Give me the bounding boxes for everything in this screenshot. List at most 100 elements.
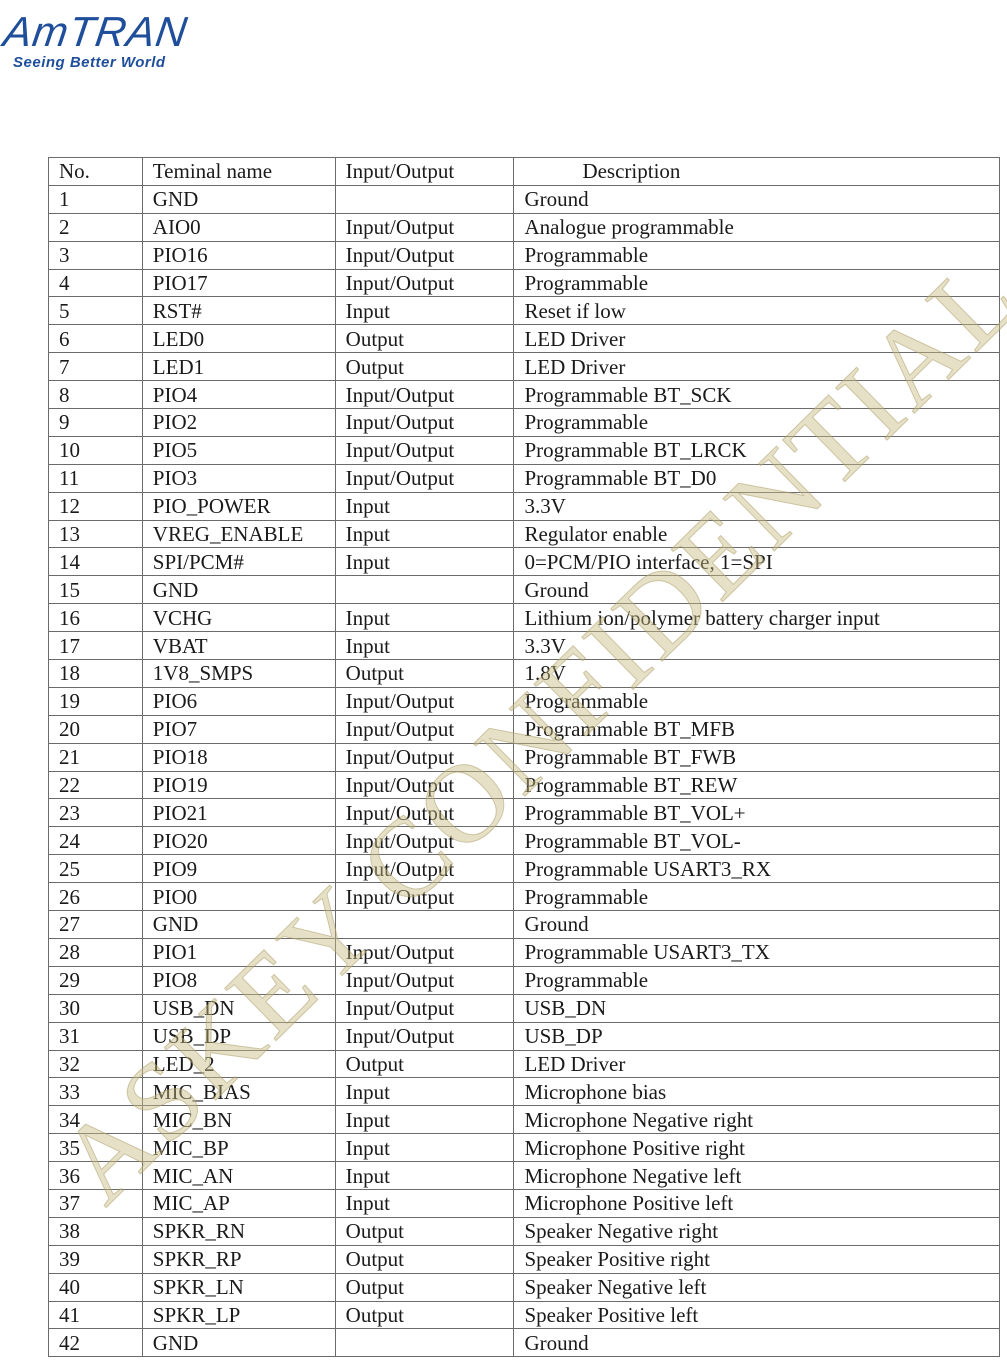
- cell-input-output: Input/Output: [334, 408, 515, 437]
- cell-input-output: Input/Output: [334, 882, 515, 912]
- table-row: 21 PIO18 Input/Output Programmable BT_FWB: [48, 742, 1000, 772]
- cell-no: 37: [48, 1188, 143, 1218]
- cell-terminal-name: MIC_AN: [141, 1161, 336, 1190]
- cell-description: Programmable: [513, 240, 1000, 270]
- cell-terminal-name: LED_2: [141, 1049, 336, 1079]
- cell-input-output: Input/Output: [334, 435, 515, 465]
- table-row: 16 VCHG Input Lithium ion/polymer battery c…: [48, 603, 1000, 633]
- cell-input-output: Input/Output: [334, 798, 515, 828]
- table-row: 40 SPKR_LN Output Speaker Negative left: [48, 1272, 1000, 1302]
- cell-input-output: Input/Output: [334, 686, 515, 716]
- cell-description: Programmable: [513, 965, 1000, 995]
- cell-input-output: Input/Output: [334, 714, 515, 744]
- cell-description: Programmable BT_VOL-: [513, 826, 1000, 856]
- table-row: 38 SPKR_RN Output Speaker Negative right: [48, 1216, 1000, 1246]
- cell-input-output: Output: [334, 1216, 515, 1246]
- table-row: 4 PIO17 Input/Output Programmable: [48, 268, 1000, 298]
- cell-description: Programmable BT_SCK: [513, 380, 1000, 410]
- cell-input-output: Input/Output: [334, 937, 515, 967]
- cell-no: 41: [48, 1300, 143, 1330]
- cell-input-output: Output: [334, 1272, 515, 1302]
- cell-input-output: Output: [334, 659, 515, 688]
- cell-terminal-name: VBAT: [141, 631, 336, 661]
- cell-no: 8: [48, 380, 143, 410]
- cell-input-output: Input/Output: [334, 1021, 515, 1051]
- cell-description: Regulator enable: [513, 519, 1000, 549]
- cell-input-output: [334, 575, 515, 605]
- table-row: 27 GND Ground: [48, 910, 1000, 939]
- cell-no: 35: [48, 1133, 143, 1163]
- cell-terminal-name: PIO4: [141, 380, 336, 410]
- terminal-table: No. Teminal name Input/Output Descriptio…: [48, 157, 1000, 1358]
- cell-description: Programmable BT_VOL+: [513, 798, 1000, 828]
- cell-terminal-name: PIO5: [141, 435, 336, 465]
- cell-description: Ground: [513, 1328, 1000, 1358]
- table-row: 17 VBAT Input 3.3V: [48, 631, 1000, 661]
- table-row: 41 SPKR_LP Output Speaker Positive left: [48, 1300, 1000, 1330]
- cell-input-output: [334, 184, 515, 214]
- cell-no: 21: [48, 742, 143, 772]
- cell-no: 3: [48, 240, 143, 270]
- cell-terminal-name: SPKR_RN: [141, 1216, 336, 1246]
- table-row: 3 PIO16 Input/Output Programmable: [48, 240, 1000, 270]
- cell-input-output: Input/Output: [334, 240, 515, 270]
- table-row: 6 LED0 Output LED Driver: [48, 324, 1000, 354]
- cell-description: USB_DN: [513, 993, 1000, 1023]
- cell-description: Ground: [513, 184, 1000, 214]
- cell-no: 7: [48, 352, 143, 382]
- cell-input-output: Input: [334, 491, 515, 521]
- cell-terminal-name: MIC_AP: [141, 1188, 336, 1218]
- cell-terminal-name: SPKR_LP: [141, 1300, 336, 1330]
- table-row: 5 RST# Input Reset if low: [48, 296, 1000, 326]
- cell-input-output: Input/Output: [334, 965, 515, 995]
- cell-input-output: Input/Output: [334, 742, 515, 772]
- cell-input-output: Input/Output: [334, 268, 515, 298]
- table-row: 28 PIO1 Input/Output Programmable USART3_TX: [48, 937, 1000, 967]
- cell-description: Programmable BT_LRCK: [513, 435, 1000, 465]
- cell-input-output: Output: [334, 352, 515, 382]
- table-row: 19 PIO6 Input/Output Programmable: [48, 686, 1000, 716]
- table-row: 2 AIO0 Input/Output Analogue programmable: [48, 212, 1000, 242]
- header-terminal-name: Teminal name: [141, 157, 336, 186]
- table-row: 30 USB_DN Input/Output USB_DN: [48, 993, 1000, 1023]
- table-row: 34 MIC_BN Input Microphone Negative right: [48, 1105, 1000, 1135]
- cell-no: 2: [48, 212, 143, 242]
- cell-terminal-name: PIO9: [141, 854, 336, 884]
- cell-terminal-name: PIO18: [141, 742, 336, 772]
- cell-no: 18: [48, 659, 143, 688]
- cell-no: 38: [48, 1216, 143, 1246]
- cell-terminal-name: PIO16: [141, 240, 336, 270]
- table-row: 12 PIO_POWER Input 3.3V: [48, 491, 1000, 521]
- cell-input-output: Input: [334, 1133, 515, 1163]
- cell-terminal-name: 1V8_SMPS: [141, 659, 336, 688]
- logo-brand: AmTRAN: [0, 8, 191, 55]
- cell-terminal-name: LED0: [141, 324, 336, 354]
- cell-description: Programmable BT_FWB: [513, 742, 1000, 772]
- cell-no: 11: [48, 463, 143, 493]
- table-row: 7 LED1 Output LED Driver: [48, 352, 1000, 382]
- cell-no: 36: [48, 1161, 143, 1190]
- cell-terminal-name: GND: [141, 910, 336, 939]
- cell-no: 9: [48, 408, 143, 437]
- table-row: 23 PIO21 Input/Output Programmable BT_VOL+: [48, 798, 1000, 828]
- cell-description: Speaker Negative right: [513, 1216, 1000, 1246]
- cell-no: 24: [48, 826, 143, 856]
- cell-input-output: Input/Output: [334, 463, 515, 493]
- cell-no: 16: [48, 603, 143, 633]
- cell-description: Speaker Positive right: [513, 1244, 1000, 1274]
- cell-description: Programmable BT_REW: [513, 770, 1000, 800]
- cell-terminal-name: USB_DN: [141, 993, 336, 1023]
- cell-terminal-name: GND: [141, 184, 336, 214]
- table-row: 24 PIO20 Input/Output Programmable BT_VOL-: [48, 826, 1000, 856]
- cell-terminal-name: VREG_ENABLE: [141, 519, 336, 549]
- cell-input-output: Output: [334, 324, 515, 354]
- cell-input-output: Output: [334, 1049, 515, 1079]
- table-row: 32 LED_2 Output LED Driver: [48, 1049, 1000, 1079]
- cell-terminal-name: PIO0: [141, 882, 336, 912]
- cell-description: Ground: [513, 910, 1000, 939]
- table-row: 13 VREG_ENABLE Input Regulator enable: [48, 519, 1000, 549]
- header-no: No.: [48, 157, 143, 186]
- table-row: 8 PIO4 Input/Output Programmable BT_SCK: [48, 380, 1000, 410]
- cell-description: Speaker Positive left: [513, 1300, 1000, 1330]
- cell-no: 13: [48, 519, 143, 549]
